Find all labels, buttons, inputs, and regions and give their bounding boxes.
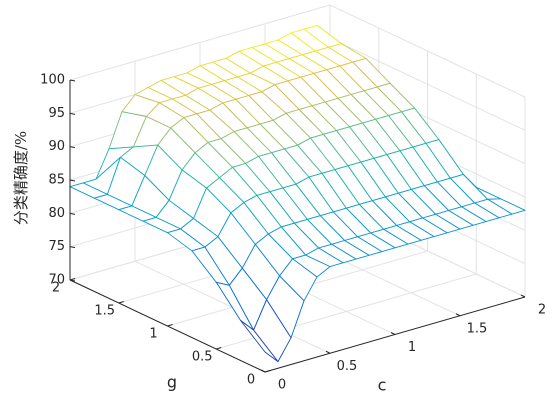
- mesh-cell: [240, 320, 279, 363]
- z-tick: [69, 212, 76, 215]
- x-tick: [260, 369, 266, 373]
- y-tick-label: 0.5: [192, 350, 213, 365]
- x-axis-label: c: [378, 376, 387, 395]
- y-tick-label: 0: [247, 373, 255, 388]
- z-tick: [69, 79, 76, 82]
- x-tick: [325, 350, 331, 354]
- z-tick-label: 85: [48, 173, 65, 188]
- z-tick: [69, 179, 76, 182]
- x-tick-label: 1.5: [467, 321, 488, 336]
- y-tick: [216, 347, 222, 350]
- z-tick-label: 100: [40, 73, 65, 88]
- z-tick: [69, 112, 76, 115]
- z-tick-label: 90: [48, 139, 65, 154]
- z-tick: [69, 246, 76, 249]
- x-tick-label: 1: [408, 340, 416, 355]
- y-tick: [167, 324, 173, 327]
- x-tick-label: 0.5: [337, 359, 358, 374]
- z-axis-label: 分类精确度/%: [12, 131, 30, 225]
- y-tick: [264, 370, 271, 373]
- y-tick-label: 1.5: [94, 304, 115, 319]
- y-tick: [69, 278, 76, 281]
- x-tick-label: 0: [278, 378, 286, 393]
- x-tick: [520, 294, 526, 298]
- z-tick-label: 75: [48, 239, 65, 254]
- x-tick: [390, 332, 396, 335]
- z-tick-label: 95: [48, 106, 65, 121]
- y-tick-label: 1: [149, 327, 157, 342]
- x-tick-label: 2: [538, 303, 546, 318]
- z-tick-label: 80: [48, 206, 65, 221]
- y-tick: [118, 301, 124, 304]
- z-tick: [69, 146, 76, 149]
- y-tick-label: 2: [52, 281, 60, 296]
- y-grid-line: [216, 74, 477, 350]
- x-tick: [455, 313, 461, 317]
- y-axis-label: g: [167, 373, 177, 392]
- z-tick-label: 70: [48, 273, 65, 288]
